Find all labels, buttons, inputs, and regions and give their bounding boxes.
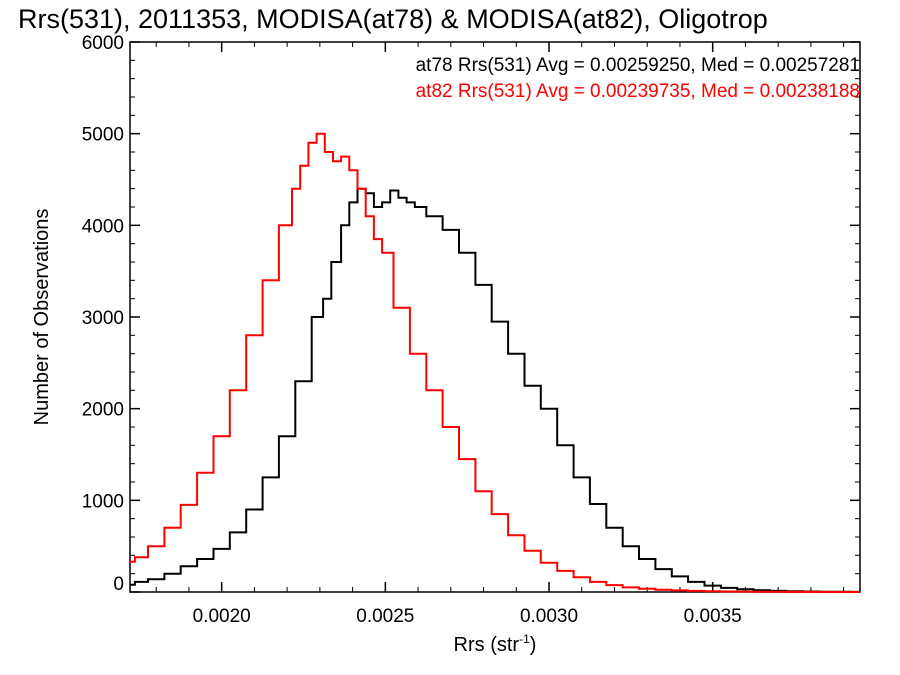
y-tick-label-4000: 4000 [82,216,124,237]
x-axis-label-end: ) [530,634,537,656]
plot-frame [129,41,861,593]
chart-title: Rrs(531), 2011353, MODISA(at78) & MODISA… [18,4,768,34]
y-axis: 0 1000 2000 3000 4000 5000 6000 [82,33,860,595]
legend-entry-at78: at78 Rrs(531) Avg = 0.00259250, Med = 0.… [416,55,860,76]
y-tick-label-2000: 2000 [82,400,124,421]
x-axis-label-superscript: -1 [519,632,530,646]
x-axis-label-main: Rrs (str [454,634,520,656]
x-axis-label: Rrs (str-1) [454,632,537,656]
y-tick-label-1000: 1000 [82,491,124,512]
y-tick-label-0: 0 [113,574,124,595]
series-line-at78 [130,187,860,593]
y-tick-label-5000: 5000 [82,125,124,146]
x-tick-label-3: 0.0035 [684,606,742,627]
y-axis-label: Number of Observations [31,209,53,426]
plot-border [129,41,861,593]
y-tick-label-3000: 3000 [82,308,124,329]
x-axis: 0.0020 0.0025 0.0030 0.0035 [155,42,845,627]
x-tick-label-0: 0.0020 [193,606,251,627]
series-line-at82 [130,132,860,593]
y-tick-label-6000: 6000 [82,33,124,54]
series-layer [130,132,860,593]
x-tick-label-2: 0.0030 [520,606,578,627]
legend-entry-at82: at82 Rrs(531) Avg = 0.00239735, Med = 0.… [416,81,860,102]
x-tick-label-1: 0.0025 [356,606,414,627]
